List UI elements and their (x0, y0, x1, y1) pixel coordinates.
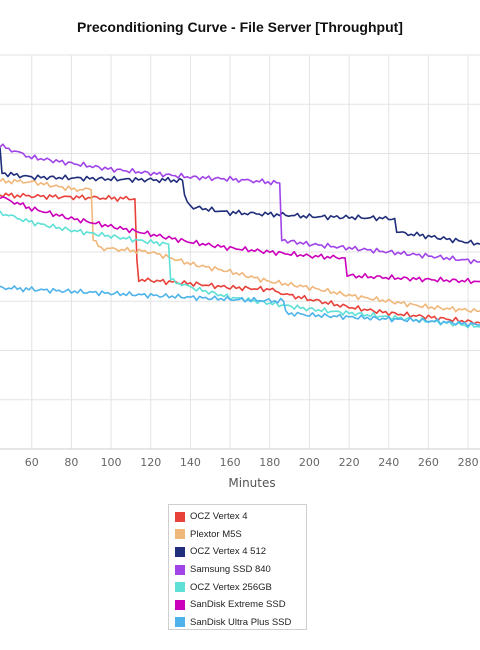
legend-swatch (175, 599, 185, 610)
legend-swatch (175, 546, 185, 557)
legend-label: OCZ Vertex 256GB (190, 581, 272, 593)
series-line-ocz-vertex-4 (0, 192, 480, 325)
x-tick-label: 160 (220, 456, 241, 469)
series-lines (0, 143, 480, 329)
x-axis-title: Minutes (228, 476, 275, 490)
legend-item[interactable]: SanDisk Ultra Plus SSD (175, 614, 306, 632)
legend: OCZ Vertex 4 Plextor M5S OCZ Vertex 4 512 S… (168, 504, 307, 630)
legend-swatch (175, 511, 185, 522)
legend-swatch (175, 529, 185, 540)
x-tick-label: 100 (101, 456, 122, 469)
legend-swatch (175, 564, 185, 575)
series-line-plextor-m5s (0, 177, 480, 313)
series-line-ocz-vertex-4-512 (0, 147, 480, 246)
legend-item[interactable]: OCZ Vertex 256GB (175, 578, 306, 596)
series-line-ocz-vertex-256gb (0, 210, 480, 329)
x-tick-label: 80 (64, 456, 78, 469)
legend-label: SanDisk Extreme SSD (190, 599, 286, 611)
x-tick-label: 60 (25, 456, 39, 469)
x-tick-label: 220 (339, 456, 360, 469)
legend-item[interactable]: OCZ Vertex 4 512 (175, 543, 306, 561)
series-line-sandisk-extreme-ssd (0, 196, 480, 285)
legend-item[interactable]: Plextor M5S (175, 526, 306, 544)
x-tick-label: 180 (259, 456, 280, 469)
series-line-samsung-ssd-840 (0, 143, 480, 265)
horizontal-gridlines (0, 54, 480, 450)
legend-label: OCZ Vertex 4 512 (190, 546, 267, 558)
x-tick-label: 200 (299, 456, 320, 469)
legend-label: OCZ Vertex 4 (190, 511, 248, 523)
legend-item[interactable]: SanDisk Extreme SSD (175, 596, 306, 614)
legend-label: Plextor M5S (190, 528, 242, 540)
chart-title: Preconditioning Curve - File Server [Thr… (77, 19, 403, 35)
legend-label: SanDisk Ultra Plus SSD (190, 616, 292, 628)
legend-swatch (175, 617, 185, 628)
x-tick-label: 120 (140, 456, 161, 469)
x-tick-label: 260 (418, 456, 439, 469)
legend-item[interactable]: Samsung SSD 840 (175, 561, 306, 579)
x-tick-labels: 60 80 100 120 140 160 180 200 220 240 260 280 (25, 456, 479, 469)
x-tick-label: 240 (378, 456, 399, 469)
x-tick-label: 140 (180, 456, 201, 469)
legend-item[interactable]: OCZ Vertex 4 (175, 508, 306, 526)
x-tick-label: 280 (458, 456, 479, 469)
legend-label: Samsung SSD 840 (190, 564, 271, 576)
series-line-sandisk-ultra-plus-ssd (0, 285, 480, 328)
legend-swatch (175, 582, 185, 593)
